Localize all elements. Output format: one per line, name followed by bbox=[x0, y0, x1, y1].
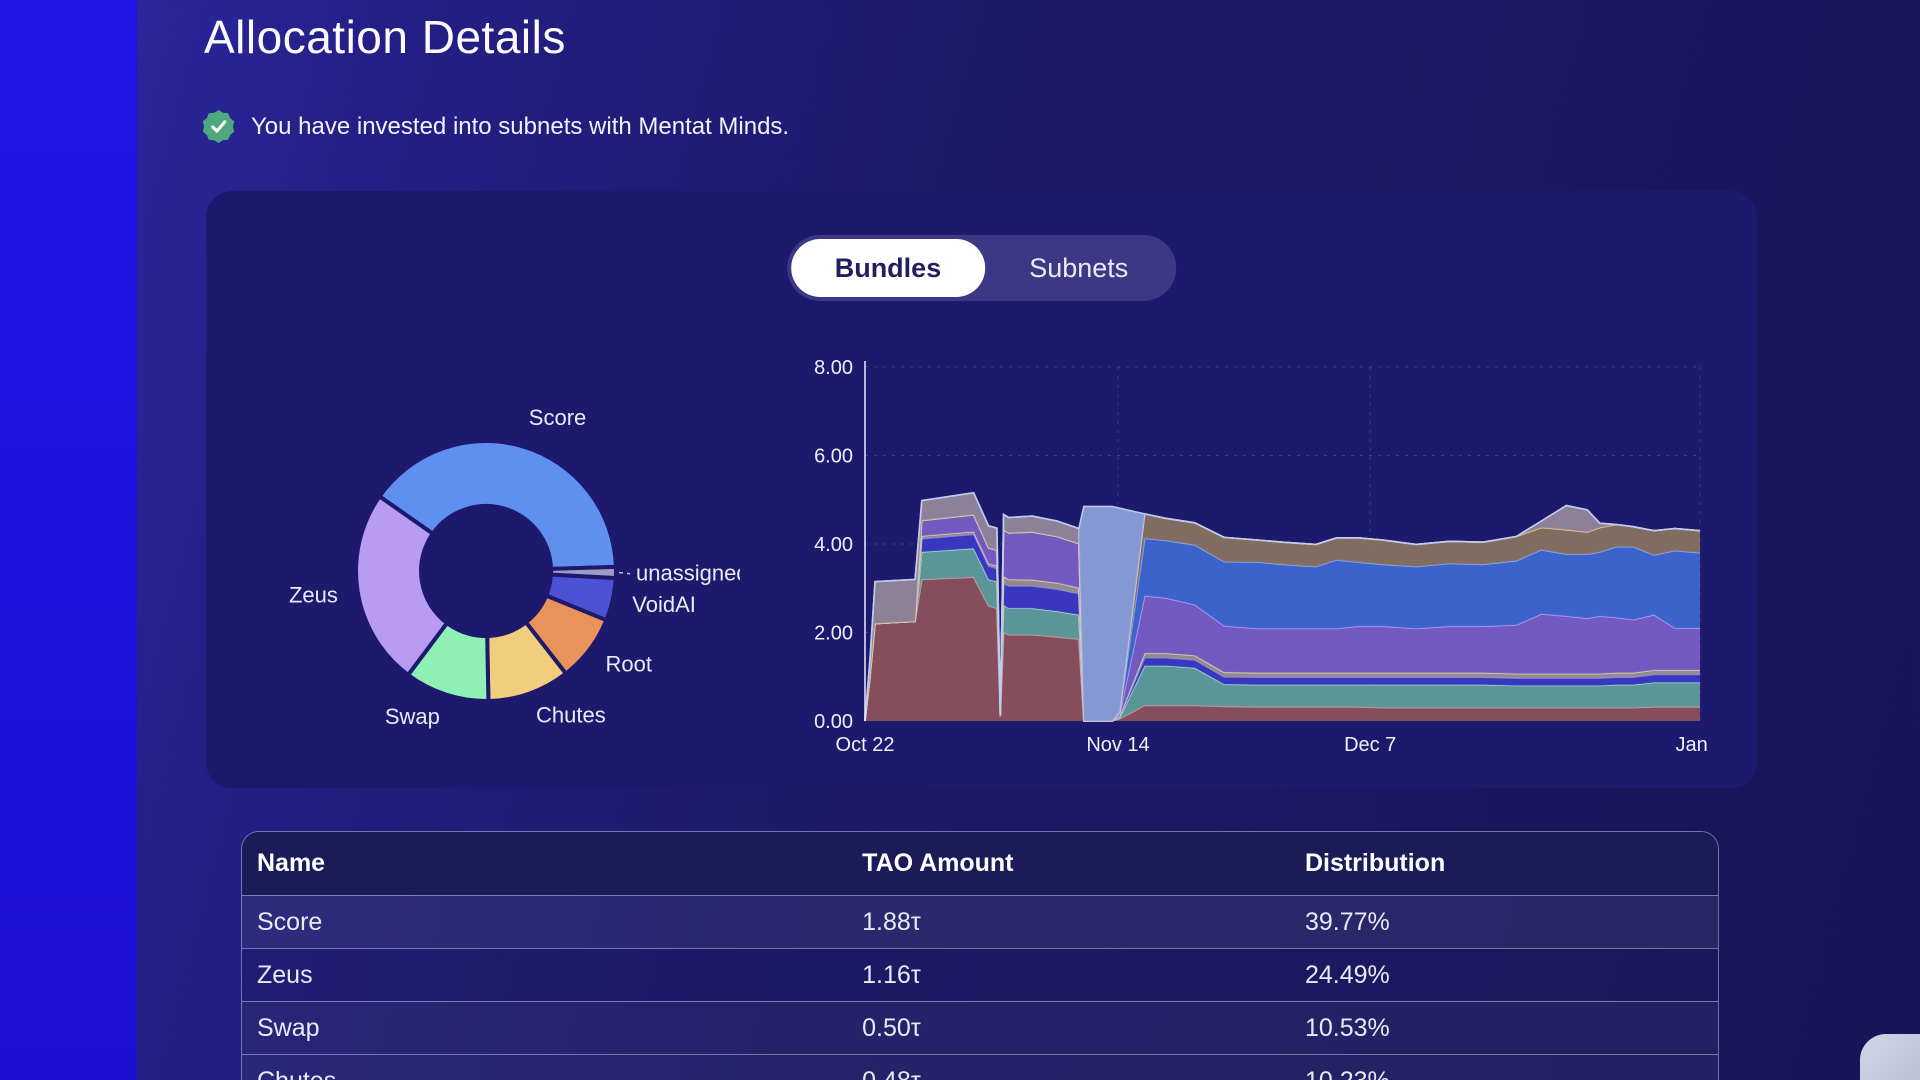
x-tick-label: Nov 14 bbox=[1086, 734, 1149, 756]
page-title: Allocation Details bbox=[204, 11, 566, 63]
verified-row: You have invested into subnets with Ment… bbox=[202, 110, 789, 143]
allocation-table: Name TAO Amount Distribution Score 1.88τ… bbox=[241, 831, 1719, 1080]
table-header-row: Name TAO Amount Distribution bbox=[242, 832, 1718, 895]
cell-tao-amount: 0.50τ bbox=[862, 1013, 921, 1042]
cell-name: Swap bbox=[257, 1013, 320, 1042]
col-header-distribution: Distribution bbox=[1304, 849, 1446, 877]
pie-label-swap: Swap bbox=[385, 704, 440, 729]
tab-subnets[interactable]: Subnets bbox=[985, 239, 1172, 297]
allocation-donut-chart[interactable]: Score unassigned VoidAI Root Chutes Swap Zeus bbox=[230, 390, 749, 760]
corner-card-peek bbox=[1860, 1034, 1920, 1080]
x-tick-label: Oct 22 bbox=[836, 734, 895, 756]
cell-tao-amount: 0.48τ bbox=[847, 1067, 1290, 1080]
area-series-indigo bbox=[865, 534, 1700, 721]
area-series-mauve bbox=[865, 492, 1700, 721]
col-header-tao-amount: TAO Amount bbox=[862, 849, 1014, 877]
x-tick-label: Jan 6 bbox=[1676, 734, 1710, 756]
area-series-brown bbox=[865, 513, 1700, 721]
cell-distribution: 10.53% bbox=[1304, 1013, 1390, 1042]
cell-name: Zeus bbox=[257, 960, 313, 989]
pie-leader-line bbox=[618, 571, 631, 575]
x-tick-label: Dec 7 bbox=[1344, 734, 1396, 756]
pie-label-chutes: Chutes bbox=[536, 702, 606, 727]
allocation-history-chart[interactable]: 8.00 6.00 4.00 2.00 0.00 Oct 22 Nov 14 Dec 7 Jan… bbox=[800, 355, 1724, 765]
table-row: Chutes 0.48τ 10.23% bbox=[242, 1054, 1718, 1080]
verified-badge-icon bbox=[202, 110, 235, 143]
pie-slice-score[interactable] bbox=[376, 439, 618, 571]
y-tick-label: 6.00 bbox=[814, 446, 853, 468]
area-series-purple bbox=[865, 514, 1700, 721]
area-series-stroke-periwinkle bbox=[864, 491, 1701, 722]
cell-tao-amount: 1.16τ bbox=[862, 960, 921, 989]
pie-label-score: Score bbox=[529, 405, 586, 430]
y-tick-label: 4.00 bbox=[814, 534, 853, 556]
cell-distribution: 24.49% bbox=[1304, 960, 1390, 989]
table-row: Swap 0.50τ 10.53% bbox=[242, 1001, 1718, 1054]
y-tick-label: 0.00 bbox=[814, 711, 853, 733]
table-row: Zeus 1.16τ 24.49% bbox=[242, 948, 1718, 1001]
tab-bundles[interactable]: Bundles bbox=[790, 239, 986, 297]
pie-label-root: Root bbox=[606, 652, 652, 677]
background-accent-strip bbox=[0, 0, 137, 1080]
verified-message: You have invested into subnets with Ment… bbox=[251, 112, 790, 140]
cell-name: Score bbox=[257, 907, 323, 936]
cell-name: Chutes bbox=[242, 1067, 847, 1080]
allocation-card: Bundles Subnets Score unassigned VoidAI Roo… bbox=[206, 191, 1757, 788]
pie-slice-zeus[interactable] bbox=[354, 493, 450, 678]
table-row: Score 1.88τ 39.77% bbox=[242, 895, 1718, 948]
area-series-teal bbox=[865, 548, 1700, 721]
area-series-blue bbox=[865, 514, 1700, 721]
pie-label-voidai: VoidAI bbox=[632, 592, 696, 617]
pie-label-unassigned: unassigned bbox=[636, 561, 740, 586]
pie-label-zeus: Zeus bbox=[289, 583, 338, 608]
cell-distribution: 39.77% bbox=[1304, 907, 1390, 936]
y-tick-label: 2.00 bbox=[814, 623, 853, 645]
col-header-name: Name bbox=[257, 849, 326, 877]
area-series-maroon bbox=[865, 577, 1700, 721]
cell-tao-amount: 1.88τ bbox=[862, 907, 921, 936]
cell-distribution: 10.23% bbox=[1290, 1067, 1718, 1080]
view-toggle: Bundles Subnets bbox=[786, 235, 1177, 301]
y-tick-label: 8.00 bbox=[814, 357, 853, 379]
